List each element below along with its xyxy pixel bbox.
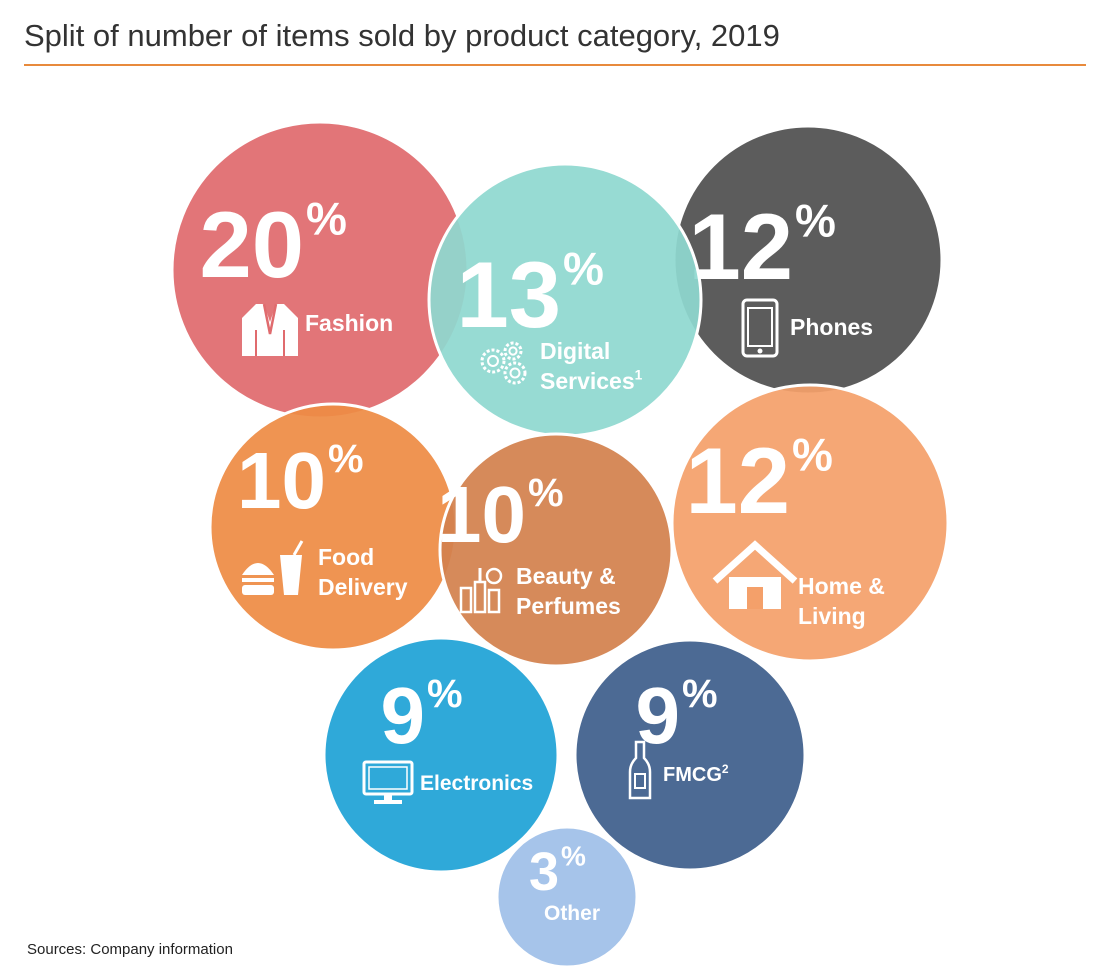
bubble-food-delivery-unit: % [328, 437, 364, 481]
bubble-other-value: 3 [529, 842, 559, 902]
bubble-electronics-unit: % [427, 672, 463, 716]
bubble-fashion: 20 % Fashion [170, 120, 470, 420]
title-divider [24, 64, 1086, 66]
bubble-fmcg-label: FMCG2 [663, 762, 729, 786]
bubble-food-delivery: 10 % Food Delivery [208, 402, 458, 652]
bubble-fashion-value: 20 [199, 192, 304, 297]
burger-drink-icon [242, 540, 304, 595]
bubble-beauty-perfumes: 10 % Beauty & Perfumes [437, 432, 674, 668]
bubble-digital-services-value: 13 [456, 242, 561, 347]
bubble-fmcg-value: 9 [636, 671, 681, 760]
bubble-food-delivery-label: Food Delivery [318, 544, 408, 600]
bubble-other-unit: % [561, 841, 586, 872]
chart-title: Split of number of items sold by product… [24, 18, 780, 53]
bubble-phones-value: 12 [688, 194, 793, 299]
smartphone-icon [741, 298, 779, 358]
bubble-other: 3 % Other [495, 825, 639, 969]
bubble-electronics-label: Electronics [420, 772, 533, 795]
bubble-beauty-perfumes-label: Beauty & Perfumes [516, 563, 621, 619]
bubble-fashion-unit: % [306, 193, 347, 245]
bubble-beauty-perfumes-unit: % [528, 471, 564, 515]
bubble-electronics-value: 9 [381, 671, 426, 760]
bubble-digital-services-unit: % [563, 243, 604, 295]
bubble-fashion-label: Fashion [305, 310, 393, 336]
house-icon [712, 540, 798, 609]
bubble-digital-services-label: Digital Services1 [540, 338, 643, 394]
bubble-beauty-perfumes-value: 10 [437, 470, 526, 559]
bubble-electronics-circle [322, 636, 560, 874]
jacket-icon [242, 303, 298, 356]
bubble-phones-unit: % [795, 195, 836, 247]
bubble-home-living: 12 % Home & Living [670, 383, 950, 663]
bubble-electronics: 9 % Electronics [322, 636, 560, 874]
bubble-fmcg-circle [573, 638, 807, 872]
bubble-phones: 12 % Phones [672, 124, 944, 396]
bubble-home-living-label: Home & Living [798, 573, 885, 629]
bubble-phones-label: Phones [790, 314, 873, 340]
bottle-icon [628, 740, 652, 800]
bubble-digital-services: 13 % Digital Services1 [427, 162, 703, 438]
bubble-food-delivery-value: 10 [237, 436, 326, 525]
bubble-home-living-unit: % [792, 429, 833, 481]
cosmetics-icon [459, 567, 503, 614]
gears-icon [480, 341, 527, 385]
bubble-fmcg: 9 % FMCG2 [573, 638, 807, 872]
source-note: Sources: Company information [27, 941, 233, 958]
bubble-other-label: Other [544, 902, 600, 925]
bubble-other-circle [495, 825, 639, 969]
bubble-fmcg-unit: % [682, 672, 718, 716]
bubble-home-living-value: 12 [685, 428, 790, 533]
monitor-icon [362, 760, 414, 804]
